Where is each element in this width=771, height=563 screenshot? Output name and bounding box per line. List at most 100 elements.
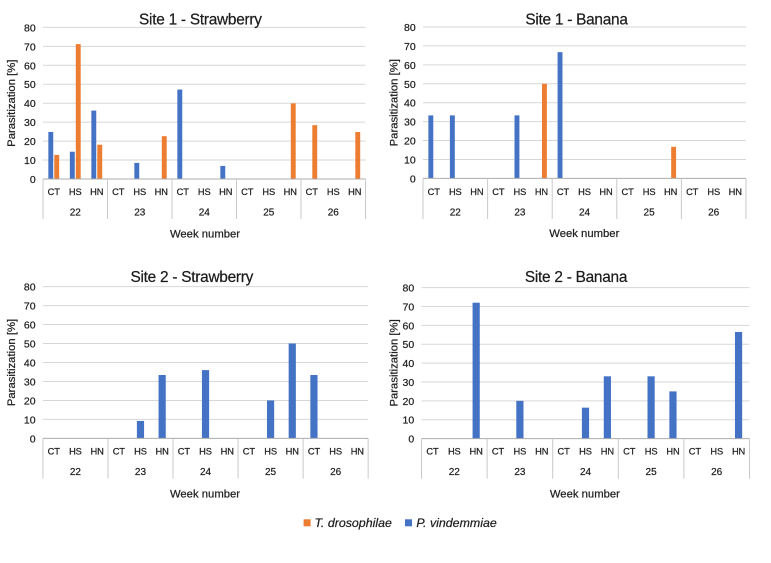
svg-text:40: 40: [404, 98, 416, 110]
svg-text:70: 70: [403, 301, 415, 313]
svg-text:20: 20: [24, 136, 36, 148]
svg-text:24: 24: [580, 467, 592, 478]
svg-text:HN: HN: [156, 447, 169, 457]
svg-text:0: 0: [30, 433, 36, 445]
svg-text:30: 30: [24, 376, 36, 388]
svg-text:HS: HS: [329, 447, 342, 457]
svg-text:HS: HS: [449, 187, 462, 197]
svg-text:HS: HS: [198, 187, 211, 197]
svg-text:20: 20: [404, 136, 416, 148]
svg-text:CT: CT: [686, 187, 699, 197]
svg-text:25: 25: [644, 208, 656, 219]
svg-text:Parasitization [%]: Parasitization [%]: [6, 60, 18, 147]
svg-text:HN: HN: [284, 187, 297, 197]
svg-text:30: 30: [404, 117, 416, 129]
svg-text:HN: HN: [219, 187, 232, 197]
svg-text:HN: HN: [351, 447, 364, 457]
svg-text:HN: HN: [348, 187, 361, 197]
svg-text:HS: HS: [643, 187, 656, 197]
svg-text:CT: CT: [48, 187, 61, 197]
svg-text:50: 50: [404, 79, 416, 91]
svg-text:HN: HN: [664, 187, 677, 197]
svg-text:60: 60: [24, 320, 36, 332]
svg-text:Week number: Week number: [170, 488, 240, 500]
svg-text:HS: HS: [134, 447, 147, 457]
svg-text:HN: HN: [601, 447, 614, 457]
svg-text:CT: CT: [428, 187, 441, 197]
svg-text:HN: HN: [732, 447, 745, 457]
svg-text:CT: CT: [112, 187, 125, 197]
svg-text:HS: HS: [514, 187, 527, 197]
svg-text:CT: CT: [558, 447, 571, 457]
svg-text:23: 23: [514, 208, 526, 219]
svg-text:26: 26: [711, 467, 723, 478]
svg-text:24: 24: [579, 208, 591, 219]
svg-text:10: 10: [24, 414, 36, 426]
svg-text:CT: CT: [177, 187, 190, 197]
svg-text:HS: HS: [514, 447, 527, 457]
svg-text:30: 30: [403, 377, 415, 389]
svg-text:25: 25: [263, 208, 275, 219]
svg-text:Week number: Week number: [170, 228, 240, 240]
svg-text:Site 1 - Banana: Site 1 - Banana: [525, 11, 628, 28]
svg-text:22: 22: [70, 467, 82, 478]
svg-text:HN: HN: [729, 187, 742, 197]
svg-text:50: 50: [24, 339, 36, 351]
svg-text:HN: HN: [535, 187, 548, 197]
svg-text:CT: CT: [241, 187, 254, 197]
svg-text:20: 20: [403, 396, 415, 408]
svg-text:CT: CT: [426, 447, 439, 457]
svg-text:HS: HS: [262, 187, 275, 197]
svg-text:10: 10: [24, 155, 36, 167]
svg-text:HN: HN: [535, 447, 548, 457]
svg-text:23: 23: [514, 467, 526, 478]
svg-text:70: 70: [24, 301, 36, 313]
svg-text:50: 50: [24, 79, 36, 91]
svg-text:10: 10: [403, 415, 415, 427]
svg-text:CT: CT: [178, 447, 191, 457]
svg-text:CT: CT: [113, 447, 126, 457]
svg-text:HN: HN: [155, 187, 168, 197]
svg-text:40: 40: [403, 358, 415, 370]
svg-text:22: 22: [70, 208, 82, 219]
svg-text:Week number: Week number: [549, 228, 619, 240]
svg-text:HS: HS: [69, 447, 82, 457]
svg-text:Parasitization [%]: Parasitization [%]: [6, 319, 18, 406]
svg-text:P. vindemmiae: P. vindemmiae: [416, 516, 496, 530]
svg-text:CT: CT: [306, 187, 319, 197]
svg-text:10: 10: [404, 154, 416, 166]
svg-text:HS: HS: [707, 187, 720, 197]
svg-text:0: 0: [30, 174, 36, 186]
svg-text:40: 40: [24, 98, 36, 110]
svg-text:HS: HS: [578, 187, 591, 197]
svg-text:HS: HS: [69, 187, 82, 197]
svg-text:HN: HN: [90, 187, 103, 197]
svg-text:24: 24: [199, 208, 211, 219]
svg-text:25: 25: [265, 467, 277, 478]
svg-text:40: 40: [24, 357, 36, 369]
svg-text:CT: CT: [492, 447, 505, 457]
svg-text:HS: HS: [645, 447, 658, 457]
svg-text:CT: CT: [557, 187, 570, 197]
svg-text:22: 22: [449, 467, 461, 478]
svg-text:23: 23: [134, 208, 146, 219]
svg-text:23: 23: [135, 467, 147, 478]
svg-text:70: 70: [24, 41, 36, 53]
svg-text:26: 26: [328, 208, 340, 219]
svg-text:Parasitization [%]: Parasitization [%]: [388, 319, 400, 406]
svg-text:CT: CT: [48, 447, 61, 457]
svg-text:26: 26: [708, 208, 720, 219]
svg-text:CT: CT: [308, 447, 321, 457]
svg-text:60: 60: [404, 60, 416, 72]
svg-text:CT: CT: [621, 187, 634, 197]
svg-text:20: 20: [24, 395, 36, 407]
svg-text:HN: HN: [666, 447, 679, 457]
svg-text:80: 80: [404, 22, 416, 34]
svg-text:HS: HS: [327, 187, 340, 197]
svg-text:Site 1 - Strawberry: Site 1 - Strawberry: [139, 11, 262, 28]
svg-text:HS: HS: [448, 447, 461, 457]
svg-text:HN: HN: [221, 447, 234, 457]
svg-text:T. drosophilae: T. drosophilae: [315, 516, 392, 530]
svg-text:60: 60: [24, 60, 36, 72]
svg-text:0: 0: [410, 173, 416, 185]
